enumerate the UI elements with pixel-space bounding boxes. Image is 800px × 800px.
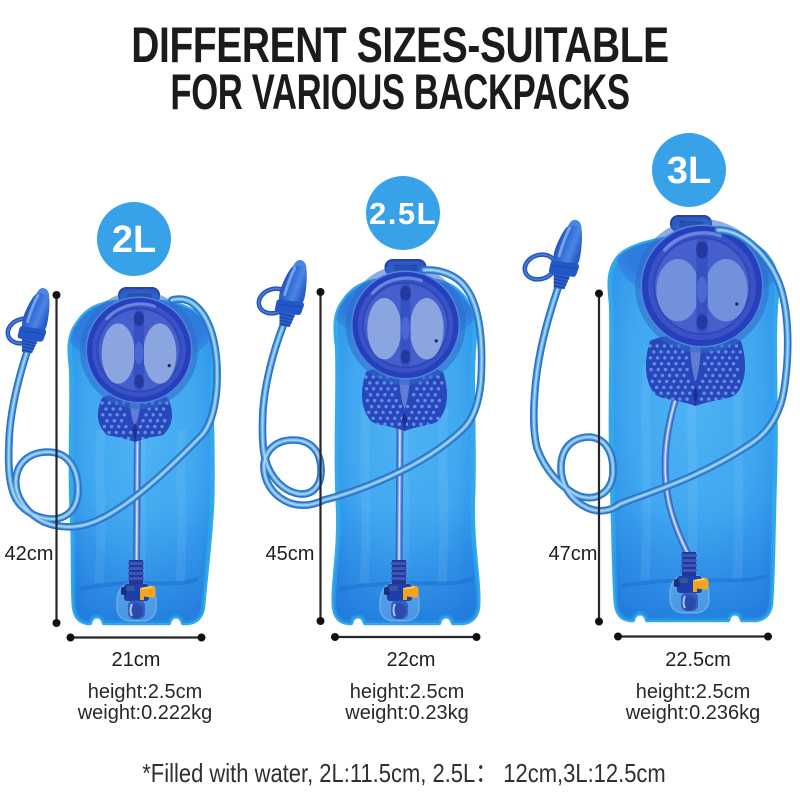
svg-text:22.5cm: 22.5cm: [665, 649, 731, 671]
svg-text:weight:0.236kg: weight:0.236kg: [625, 702, 761, 724]
svg-text:weight:0.23kg: weight:0.23kg: [344, 702, 468, 724]
svg-text:2.5L: 2.5L: [369, 196, 437, 231]
svg-text:height:2.5cm: height:2.5cm: [636, 681, 751, 703]
svg-text:weight:0.222kg: weight:0.222kg: [77, 702, 213, 724]
svg-text:47cm: 47cm: [549, 543, 598, 565]
svg-text:3L: 3L: [667, 150, 711, 192]
svg-text:22cm: 22cm: [387, 649, 436, 671]
svg-text:21cm: 21cm: [112, 649, 161, 671]
svg-text:height:2.5cm: height:2.5cm: [350, 681, 465, 703]
svg-text:2L: 2L: [112, 219, 156, 261]
svg-text:height:2.5cm: height:2.5cm: [88, 681, 203, 703]
svg-text:42cm: 42cm: [5, 543, 54, 565]
svg-text:45cm: 45cm: [266, 543, 315, 565]
